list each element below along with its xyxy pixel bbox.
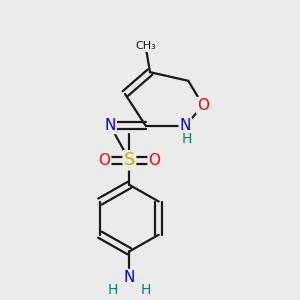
Text: CH₃: CH₃ <box>135 41 156 51</box>
Text: S: S <box>124 151 135 169</box>
Text: O: O <box>148 153 160 168</box>
Text: H: H <box>182 132 192 145</box>
Text: N: N <box>180 118 191 133</box>
Text: N: N <box>105 118 116 133</box>
Text: O: O <box>197 98 209 113</box>
Text: O: O <box>98 153 110 168</box>
Text: H: H <box>140 283 151 297</box>
Text: N: N <box>124 270 135 285</box>
Text: H: H <box>108 283 119 297</box>
